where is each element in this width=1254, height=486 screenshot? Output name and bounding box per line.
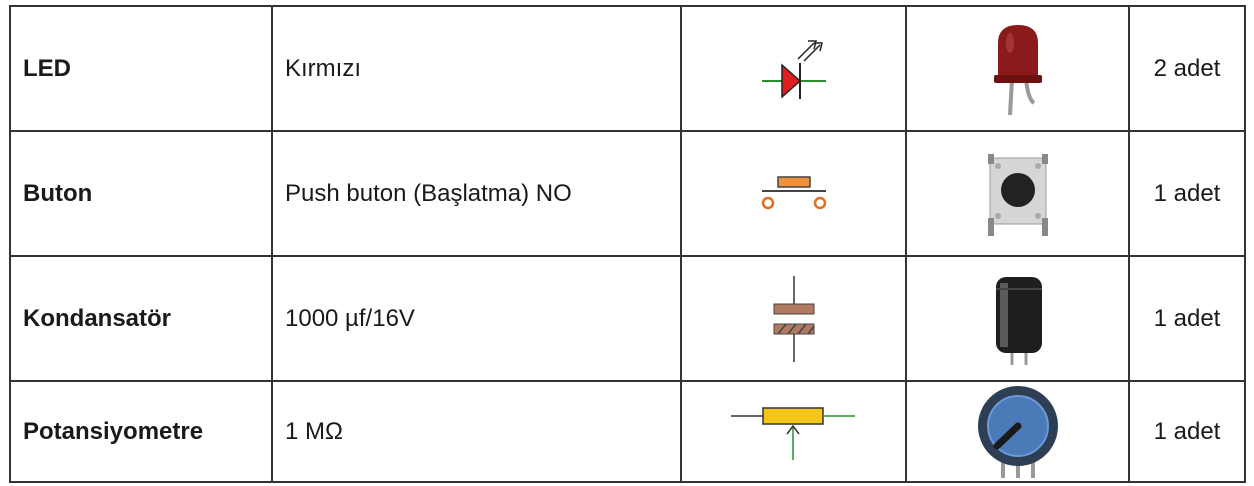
symbol-cell [680, 130, 907, 257]
potentiometer-symbol [730, 406, 855, 460]
component-quantity: 1 adet [1128, 130, 1246, 257]
symbol-cell [680, 380, 907, 483]
capacitor-symbol [773, 275, 815, 362]
photo-cell [905, 130, 1130, 257]
photo-cell [905, 5, 1130, 132]
component-description: 1 MΩ [271, 380, 682, 483]
table-row: LED Kırmızı 2 adet [9, 5, 1246, 132]
photo-cell [905, 380, 1130, 483]
table-row: Potansiyometre 1 MΩ 1 adet [9, 380, 1246, 483]
component-name: LED [9, 5, 273, 132]
photo-cell [905, 255, 1130, 382]
component-name: Potansiyometre [9, 380, 273, 483]
symbol-cell [680, 255, 907, 382]
component-table: LED Kırmızı 2 adet Buton [9, 5, 1246, 483]
component-name: Kondansatör [9, 255, 273, 382]
component-name: Buton [9, 130, 273, 257]
component-description: Kırmızı [271, 5, 682, 132]
component-quantity: 1 adet [1128, 380, 1246, 483]
component-quantity: 1 adet [1128, 255, 1246, 382]
button-photo [987, 153, 1048, 236]
component-description: Push buton (Başlatma) NO [271, 130, 682, 257]
potentiometer-photo [977, 386, 1058, 478]
table-row: Buton Push buton (Başlatma) NO 1 adet [9, 130, 1246, 257]
component-quantity: 2 adet [1128, 5, 1246, 132]
component-description: 1000 µf/16V [271, 255, 682, 382]
capacitor-photo [995, 276, 1042, 365]
button-symbol [761, 175, 826, 209]
led-symbol [761, 39, 826, 99]
led-photo [993, 24, 1042, 115]
table-row: Kondansatör 1000 µf/16V 1 adet [9, 255, 1246, 382]
symbol-cell [680, 5, 907, 132]
